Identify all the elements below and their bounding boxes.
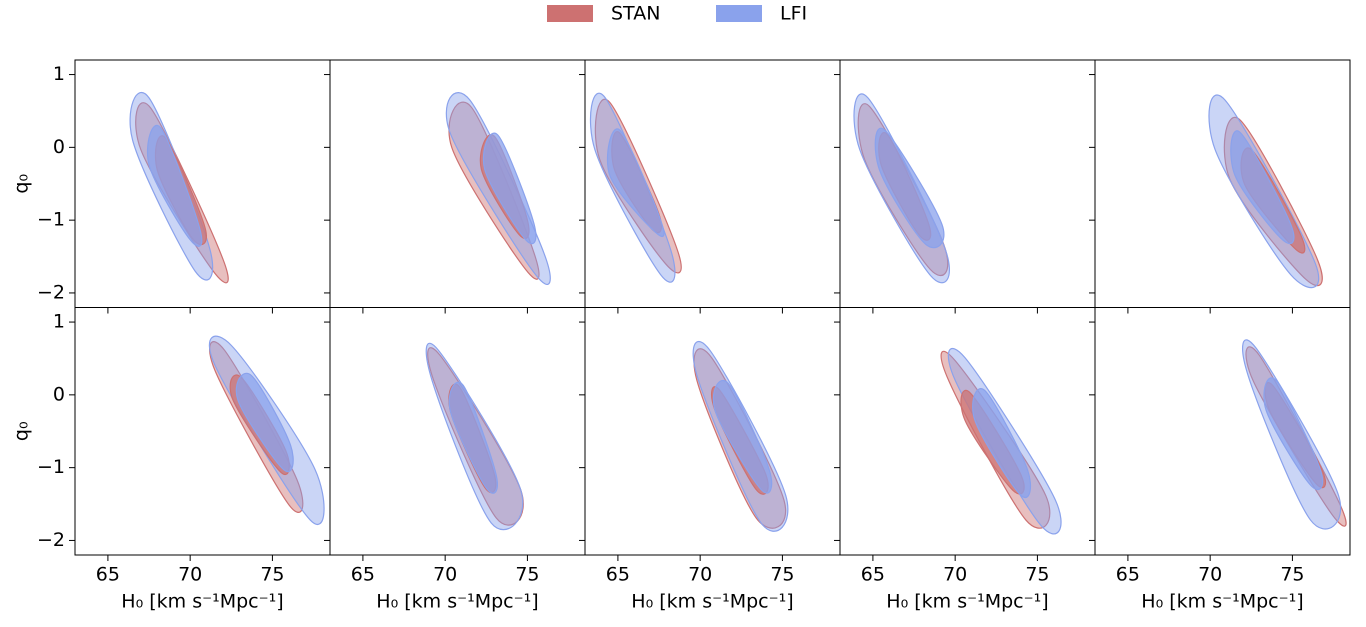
contours bbox=[940, 347, 1062, 535]
legend-swatch bbox=[547, 5, 593, 22]
contour bbox=[972, 388, 1032, 498]
y-tick-label: 1 bbox=[53, 63, 65, 85]
contour bbox=[448, 381, 498, 494]
x-tick-label: 75 bbox=[1280, 564, 1304, 586]
contour bbox=[606, 128, 665, 238]
contour bbox=[712, 380, 773, 494]
x-tick-label: 65 bbox=[96, 564, 120, 586]
panel bbox=[1089, 59, 1351, 314]
x-axis-label: H₀ [km s⁻¹Mpc⁻¹] bbox=[1141, 591, 1303, 613]
legend-label: LFI bbox=[780, 3, 807, 25]
contour bbox=[1230, 130, 1295, 245]
x-axis-label: H₀ [km s⁻¹Mpc⁻¹] bbox=[886, 591, 1048, 613]
panel: 1 0 −1 −2 q₀ bbox=[11, 59, 331, 314]
panel: 65 70 75 1 0 −1 −2 H₀ [km s⁻¹Mpc⁻¹] q₀ bbox=[11, 307, 331, 613]
x-tick-label: 65 bbox=[351, 564, 375, 586]
panel: 65 70 75 H₀ [km s⁻¹Mpc⁻¹] bbox=[324, 307, 586, 613]
y-tick-label: −1 bbox=[37, 456, 65, 478]
y-tick-label: 0 bbox=[53, 136, 65, 158]
contour bbox=[482, 132, 537, 245]
contours bbox=[1242, 339, 1347, 530]
panel: 65 70 75 H₀ [km s⁻¹Mpc⁻¹] bbox=[579, 307, 841, 613]
contours bbox=[445, 92, 551, 286]
x-tick-label: 70 bbox=[688, 564, 712, 586]
contours bbox=[208, 335, 325, 525]
contours bbox=[129, 91, 229, 284]
contour bbox=[1263, 377, 1324, 490]
legend-label: STAN bbox=[611, 3, 660, 25]
contour bbox=[874, 127, 945, 249]
panel bbox=[324, 59, 586, 314]
y-tick-label: −2 bbox=[37, 281, 65, 303]
contours bbox=[853, 93, 950, 284]
panel-frame bbox=[1094, 307, 1351, 556]
contours bbox=[1208, 94, 1323, 289]
x-tick-label: 75 bbox=[770, 564, 794, 586]
y-tick-label: −1 bbox=[37, 209, 65, 231]
x-tick-label: 75 bbox=[1025, 564, 1049, 586]
x-axis-label: H₀ [km s⁻¹Mpc⁻¹] bbox=[376, 591, 538, 613]
contours bbox=[692, 340, 789, 532]
y-axis-label: q₀ bbox=[11, 421, 33, 441]
legend-swatch bbox=[716, 5, 762, 22]
x-axis-label: H₀ [km s⁻¹Mpc⁻¹] bbox=[121, 591, 283, 613]
panel bbox=[834, 59, 1096, 314]
x-tick-label: 65 bbox=[861, 564, 885, 586]
x-tick-label: 65 bbox=[606, 564, 630, 586]
x-tick-label: 75 bbox=[515, 564, 539, 586]
x-tick-label: 70 bbox=[943, 564, 967, 586]
x-axis-label: H₀ [km s⁻¹Mpc⁻¹] bbox=[631, 591, 793, 613]
panel-frame bbox=[584, 307, 841, 556]
y-axis-label: q₀ bbox=[11, 174, 33, 194]
panel: 65 70 75 H₀ [km s⁻¹Mpc⁻¹] bbox=[834, 307, 1096, 613]
panel bbox=[579, 59, 841, 314]
panel: 65 70 75 H₀ [km s⁻¹Mpc⁻¹] bbox=[1089, 307, 1351, 613]
x-tick-label: 75 bbox=[260, 564, 284, 586]
x-tick-label: 70 bbox=[178, 564, 202, 586]
y-tick-label: −2 bbox=[37, 529, 65, 551]
contour bbox=[235, 372, 294, 473]
y-tick-label: 0 bbox=[53, 383, 65, 405]
x-tick-label: 70 bbox=[1198, 564, 1222, 586]
y-tick-label: 1 bbox=[53, 311, 65, 333]
contours bbox=[589, 92, 682, 283]
x-tick-label: 65 bbox=[1116, 564, 1140, 586]
x-tick-label: 70 bbox=[433, 564, 457, 586]
contours bbox=[425, 342, 524, 531]
contour bbox=[146, 124, 203, 247]
